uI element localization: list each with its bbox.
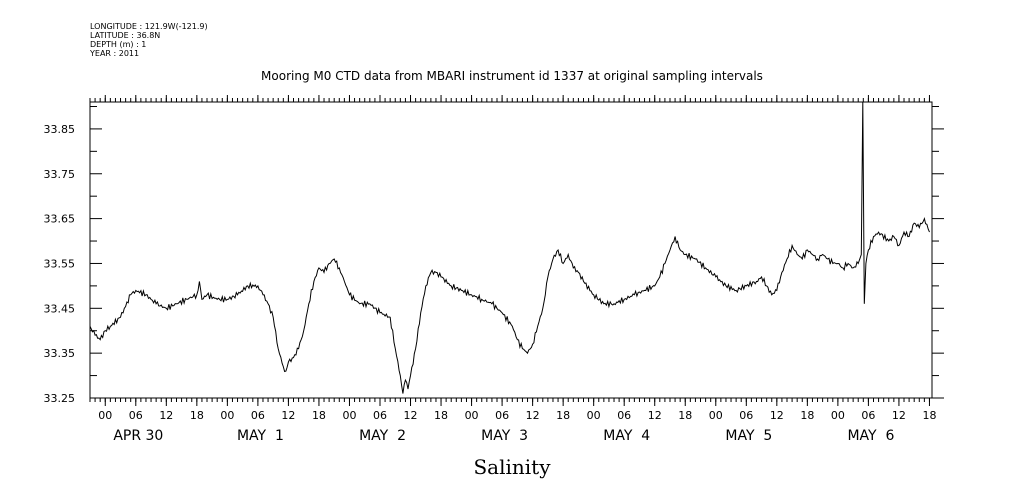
day-label: APR 30 (113, 428, 163, 444)
x-tick-label: 06 (495, 409, 509, 422)
x-tick-label: 12 (281, 409, 295, 422)
y-tick-label: 33.75 (44, 168, 76, 181)
y-tick-label: 33.55 (44, 257, 76, 270)
latitude-label: LATITUDE : 36.8N (90, 31, 161, 40)
day-label: MAY 2 (359, 428, 406, 444)
x-tick-label: 00 (465, 409, 479, 422)
y-tick-label: 33.45 (44, 302, 76, 315)
x-tick-label: 06 (373, 409, 387, 422)
x-tick-label: 18 (434, 409, 448, 422)
x-tick-label: 12 (526, 409, 540, 422)
day-label: MAY 5 (725, 428, 772, 444)
series-group (89, 101, 930, 394)
x-tick-label: 00 (709, 409, 723, 422)
x-tick-label: 18 (922, 409, 936, 422)
plot-frame (89, 101, 933, 399)
major-ticks (104, 95, 930, 406)
x-tick-label: 00 (342, 409, 356, 422)
depth-label: DEPTH (m) : 1 (90, 40, 147, 49)
y-tick-label: 33.35 (44, 347, 76, 360)
x-tick-label: 06 (617, 409, 631, 422)
y-tick-label: 33.25 (44, 392, 76, 405)
day-label: MAY 1 (237, 428, 284, 444)
day-label: MAY 6 (847, 428, 894, 444)
x-tick-label: 00 (220, 409, 234, 422)
x-tick-label: 12 (404, 409, 418, 422)
y-axis-ticks: 33.25 33.35 33.45 33.55 33.65 33.75 33.85 (44, 105, 944, 405)
x-tick-label: 18 (678, 409, 692, 422)
x-tick-label: 06 (251, 409, 265, 422)
x-tick-label: 18 (190, 409, 204, 422)
x-tick-label: 00 (98, 409, 112, 422)
day-label: MAY 3 (481, 428, 528, 444)
x-tick-label: 12 (770, 409, 784, 422)
x-tick-label: 06 (861, 409, 875, 422)
salinity-series-line (89, 101, 930, 394)
y-tick-label: 33.65 (44, 213, 76, 226)
x-axis-title: Salinity (473, 455, 551, 479)
x-tick-label: 00 (587, 409, 601, 422)
longitude-label: LONGITUDE : 121.9W(-121.9) (90, 22, 208, 31)
x-tick-label: 18 (312, 409, 326, 422)
day-label: MAY 4 (603, 428, 650, 444)
x-axis-labels: 00 06 12 18 00 06 12 18 00 06 12 18 00 06 12 18 00 06 12 18… (98, 409, 936, 444)
x-tick-label: 18 (800, 409, 814, 422)
x-tick-label: 06 (739, 409, 753, 422)
x-tick-label: 18 (556, 409, 570, 422)
y-tick-label: 33.85 (44, 123, 76, 136)
x-tick-label: 06 (129, 409, 143, 422)
x-tick-label: 12 (648, 409, 662, 422)
x-tick-label: 12 (892, 409, 906, 422)
x-tick-label: 12 (159, 409, 173, 422)
year-label: YEAR : 2011 (90, 49, 140, 58)
x-tick-label: 00 (831, 409, 845, 422)
minor-ticks (89, 98, 930, 402)
chart-title: Mooring M0 CTD data from MBARI instrumen… (261, 69, 763, 83)
